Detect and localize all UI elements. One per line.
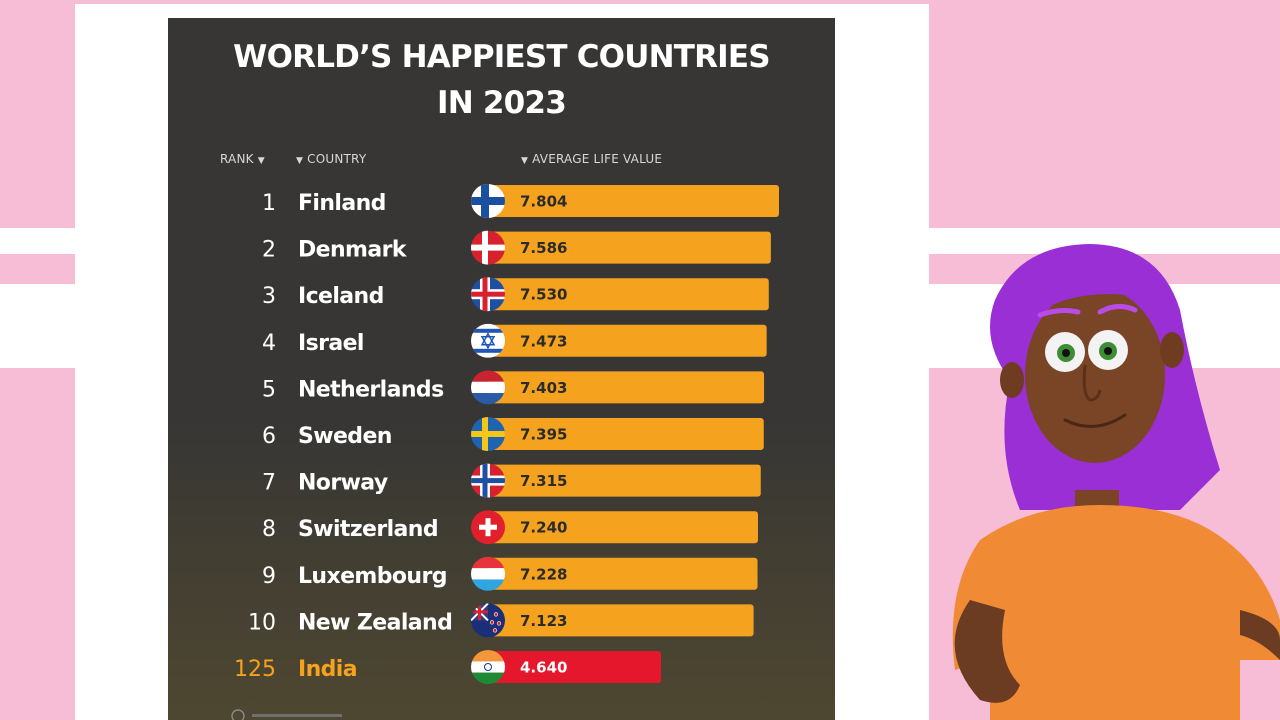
rank-label: 3 <box>262 284 276 309</box>
new-zealand-flag-icon <box>471 603 505 638</box>
table-row: 3 Iceland 7.530 <box>262 277 769 312</box>
rank-label: 6 <box>262 424 276 449</box>
bar <box>488 651 662 683</box>
rank-label: 9 <box>262 564 276 589</box>
bar-chart: 1 Finland 7.804 2 Denmark 7.586 3 Iceland 7.530 4… <box>234 184 779 684</box>
country-label: Luxembourg <box>298 564 447 589</box>
bar <box>488 418 764 450</box>
chart-title-line-1: WORLD’S HAPPIEST COUNTRIES <box>233 39 770 75</box>
country-label: Israel <box>298 331 364 356</box>
country-label: Finland <box>298 191 386 216</box>
rank-header-label: RANK <box>220 152 254 166</box>
rank-label: 8 <box>262 517 276 542</box>
country-label: Switzerland <box>298 517 438 542</box>
value-label: 7.530 <box>520 286 567 304</box>
bar <box>488 324 767 357</box>
table-row: 10 New Zealand 7.123 <box>248 603 754 638</box>
rank-label: 7 <box>262 471 276 496</box>
country-label: Norway <box>298 471 388 496</box>
table-row: 1 Finland 7.804 <box>262 184 779 218</box>
country-label: Iceland <box>298 284 384 309</box>
rank-label: 2 <box>262 238 276 263</box>
value-label: 7.240 <box>520 519 567 537</box>
bar <box>488 278 769 311</box>
country-label: New Zealand <box>298 610 452 635</box>
bar <box>488 604 754 637</box>
bar <box>488 557 758 590</box>
value-column-header[interactable]: ▼ AVERAGE LIFE VALUE <box>521 152 662 166</box>
bar <box>488 231 771 264</box>
value-label: 7.123 <box>520 612 567 630</box>
value-label: 7.473 <box>520 332 567 350</box>
value-label: 7.586 <box>520 239 567 257</box>
sort-down-icon: ▼ <box>257 156 265 166</box>
sweden-flag-icon <box>471 417 505 451</box>
country-label: Sweden <box>298 424 392 449</box>
value-label: 7.395 <box>520 426 567 444</box>
netherlands-flag-icon <box>471 370 505 405</box>
country-label: Denmark <box>298 238 408 263</box>
table-row: 4 Israel 7.473 <box>262 323 767 358</box>
sort-down-icon: ▼ <box>296 156 304 166</box>
country-column-header[interactable]: ▼ COUNTRY <box>296 152 366 166</box>
country-label: India <box>298 657 357 682</box>
country-label: Netherlands <box>298 377 444 402</box>
bar <box>488 185 779 217</box>
country-header-label: COUNTRY <box>307 152 367 166</box>
value-label: 7.403 <box>520 379 567 397</box>
israel-flag-icon <box>471 323 505 358</box>
rank-column-header[interactable]: RANK ▼ <box>220 152 265 166</box>
table-row: 125 India 4.640 <box>234 650 662 684</box>
bar <box>488 511 758 544</box>
luxembourg-flag-icon <box>471 556 505 591</box>
table-row: 2 Denmark 7.586 <box>262 230 771 265</box>
infographic-panel: WORLD’S HAPPIEST COUNTRIES IN 2023 RANK … <box>168 18 835 720</box>
rank-label: 4 <box>262 331 276 356</box>
table-row: 6 Sweden 7.395 <box>262 417 764 451</box>
norway-flag-icon <box>471 463 505 498</box>
watermark-logo <box>230 708 370 720</box>
table-row: 7 Norway 7.315 <box>262 463 761 498</box>
bar <box>488 464 761 497</box>
cartoon-presenter-character <box>952 244 1280 720</box>
rank-label: 125 <box>234 657 276 682</box>
value-header-label: AVERAGE LIFE VALUE <box>532 152 663 166</box>
finland-flag-icon <box>471 184 505 218</box>
value-label: 7.804 <box>520 193 567 211</box>
chart-title-line-2: IN 2023 <box>437 85 567 121</box>
rank-label: 5 <box>262 377 276 402</box>
sort-down-icon: ▼ <box>521 156 529 166</box>
india-flag-icon <box>471 650 505 684</box>
iceland-flag-icon <box>471 277 505 312</box>
bar <box>488 371 765 404</box>
rank-label: 10 <box>248 610 276 635</box>
rank-label: 1 <box>262 191 276 216</box>
value-label: 7.228 <box>520 565 567 583</box>
value-label: 7.315 <box>520 472 567 490</box>
denmark-flag-icon <box>471 230 505 265</box>
table-row: 5 Netherlands 7.403 <box>262 370 765 405</box>
switzerland-flag-icon <box>471 510 505 545</box>
table-row: 8 Switzerland 7.240 <box>262 510 758 545</box>
table-row: 9 Luxembourg 7.228 <box>262 556 758 591</box>
value-label: 4.640 <box>520 659 567 677</box>
